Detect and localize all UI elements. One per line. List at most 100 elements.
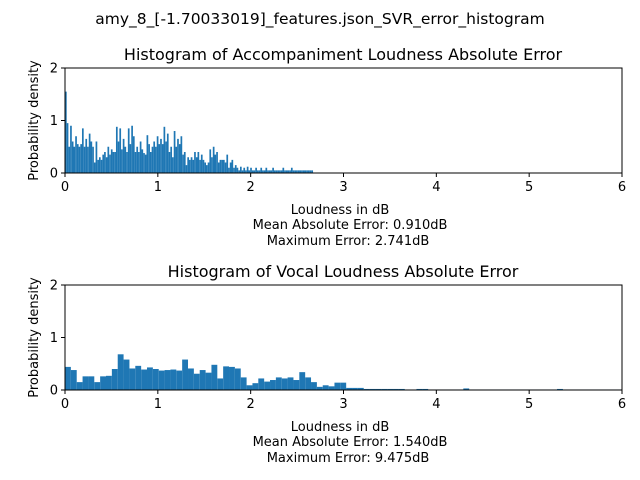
histogram-bar	[136, 146, 139, 173]
histogram-bar	[297, 170, 300, 173]
histogram-bar	[195, 157, 198, 173]
histogram-bar	[328, 386, 335, 390]
histogram-bar	[229, 366, 235, 390]
histogram-bar	[126, 152, 128, 173]
histogram-bar	[204, 162, 207, 173]
histogram-bar	[293, 380, 300, 390]
histogram-bar	[369, 388, 376, 390]
histogram-bar	[119, 128, 122, 173]
histogram-bar	[211, 157, 213, 173]
histogram-bar	[357, 387, 364, 390]
x-tick-label: 2	[247, 397, 255, 412]
y-tick-label: 2	[50, 279, 58, 294]
histogram-bar	[85, 138, 88, 173]
histogram-bar	[180, 136, 183, 173]
y-axis-label: Probability density	[27, 277, 42, 398]
histogram-bar	[155, 146, 157, 173]
histogram-bar	[316, 386, 323, 390]
x-tick-label: 0	[61, 397, 69, 412]
histogram-bar	[168, 152, 171, 173]
histogram-bar	[94, 382, 101, 390]
histogram-bar	[88, 376, 95, 390]
histogram-bar	[285, 170, 288, 173]
histogram-bar	[76, 382, 83, 390]
histogram-bar	[272, 167, 274, 173]
histogram-bar	[223, 366, 230, 390]
x-tick-label: 3	[339, 397, 347, 412]
histogram-bar	[322, 385, 329, 390]
histogram-bar	[151, 146, 154, 173]
bars-accompaniment	[65, 91, 314, 173]
histogram-bar	[114, 152, 116, 173]
histogram-bar	[270, 380, 276, 390]
histogram-bar	[172, 157, 174, 173]
histogram-bar	[229, 162, 232, 173]
histogram-bar	[246, 385, 253, 390]
histogram-bar	[107, 146, 110, 173]
histogram-bar	[243, 167, 246, 173]
histogram-bar	[173, 131, 176, 173]
histogram-bar	[182, 359, 189, 390]
y-ticks-vocal: 0 1 2	[50, 279, 65, 399]
histogram-bar	[81, 128, 84, 173]
histogram-bar	[117, 354, 124, 390]
histogram-bar	[135, 365, 142, 390]
histogram-bar	[66, 123, 69, 173]
histogram-bar	[189, 159, 191, 173]
histogram-bar	[305, 377, 312, 390]
histogram-bar	[141, 369, 148, 390]
histogram-bar	[76, 144, 79, 173]
histogram-bar	[301, 170, 303, 173]
histogram-bar	[131, 125, 133, 173]
histogram-bar	[207, 162, 210, 173]
histogram-bar	[71, 141, 74, 173]
histogram-bar	[311, 170, 314, 173]
histogram-bar	[65, 91, 67, 173]
histogram-bar	[265, 167, 268, 173]
histogram-bar	[139, 141, 142, 173]
histogram-bar	[158, 144, 161, 173]
histogram-bar	[363, 388, 370, 390]
histogram-bar	[224, 162, 227, 173]
histogram-bar	[148, 144, 150, 173]
x-tick-label: 5	[525, 397, 533, 412]
histogram-bar	[299, 170, 302, 173]
histogram-bar	[73, 146, 76, 173]
histogram-bar	[226, 154, 229, 173]
histogram-bar	[263, 170, 266, 173]
x-tick-label: 6	[618, 397, 626, 412]
histogram-bar	[115, 126, 118, 173]
histogram-bar	[138, 152, 140, 173]
histogram-bar	[268, 170, 271, 173]
histogram-bar	[275, 170, 278, 173]
histogram-bar	[68, 146, 71, 173]
histogram-bar	[124, 146, 127, 173]
histogram-bar	[296, 170, 298, 173]
histogram-bar	[122, 138, 125, 173]
histogram-bar	[143, 153, 145, 173]
histogram-bar	[92, 146, 94, 173]
histogram-bar	[273, 170, 276, 173]
histogram-bar	[149, 152, 152, 173]
histogram-bar	[250, 167, 252, 173]
histogram-bar	[346, 387, 353, 390]
histogram-bar	[280, 170, 283, 173]
histogram-bar	[287, 377, 294, 390]
histogram-bar	[205, 372, 212, 390]
x-axis-label: Loudness in dB	[291, 420, 390, 435]
histogram-bar	[246, 166, 249, 173]
y-ticks-accompaniment: 0 1 2	[50, 62, 65, 182]
histogram-bar	[200, 154, 203, 173]
histogram-bar	[105, 157, 108, 173]
y-tick-label: 1	[50, 331, 58, 346]
mean-error-annotation: Mean Absolute Error: 1.540dB	[253, 435, 448, 450]
y-axis-label: Probability density	[27, 60, 42, 181]
histogram-bar	[239, 166, 242, 173]
histogram-bar	[416, 388, 423, 390]
histogram-bar	[253, 170, 256, 173]
histogram-bar	[104, 152, 106, 173]
histogram-bar	[290, 167, 293, 173]
histogram-bar	[256, 170, 259, 173]
histogram-bar	[381, 388, 388, 390]
